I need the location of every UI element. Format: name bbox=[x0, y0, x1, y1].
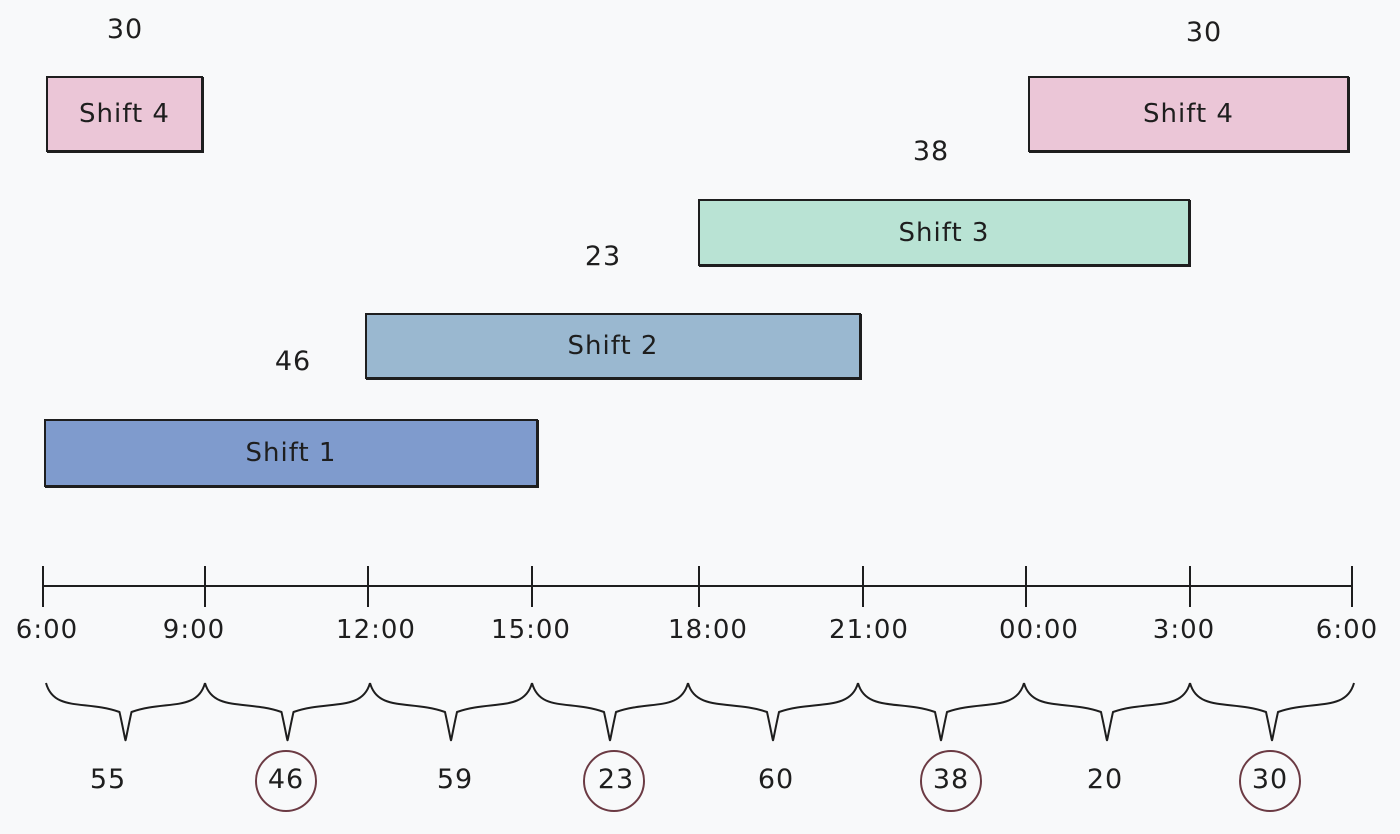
timeline-braces bbox=[45, 682, 1355, 742]
shift-bar-4-morning: Shift 4 bbox=[46, 76, 203, 152]
slot-highlight-circle bbox=[920, 750, 982, 812]
slot-count: 60 bbox=[757, 764, 795, 795]
tick-label: 12:00 bbox=[336, 615, 416, 645]
shift-bar-label: Shift 1 bbox=[245, 438, 337, 468]
shift-bar-label: Shift 4 bbox=[79, 99, 170, 129]
tick-label: 9:00 bbox=[162, 615, 226, 645]
slot-brace bbox=[531, 682, 689, 742]
tick-label: 18:00 bbox=[668, 615, 748, 645]
shift-bar-4-night: Shift 4 bbox=[1028, 76, 1349, 152]
slot-brace bbox=[1023, 682, 1191, 742]
shift-bar-label: Shift 3 bbox=[898, 217, 990, 248]
shift-count-4-night: 30 bbox=[1185, 17, 1223, 48]
shift-bar-1: Shift 1 bbox=[44, 419, 538, 487]
shift-count-1: 46 bbox=[274, 346, 312, 377]
slot-brace bbox=[687, 682, 859, 742]
slot-count: 38 bbox=[932, 764, 970, 795]
shift-count-3: 38 bbox=[912, 136, 950, 167]
slot-count: 23 bbox=[597, 764, 635, 795]
tick-label: 00:00 bbox=[999, 615, 1079, 645]
shift-count-2: 23 bbox=[584, 241, 622, 272]
slot-brace bbox=[857, 682, 1025, 742]
slot-brace bbox=[204, 682, 371, 742]
shift-bar-3: Shift 3 bbox=[698, 199, 1190, 266]
slot-count: 30 bbox=[1251, 764, 1289, 795]
timeline-axis bbox=[42, 566, 1355, 742]
shift-bar-label: Shift 2 bbox=[567, 331, 659, 361]
slot-highlight-circle bbox=[1239, 750, 1301, 812]
tick-label: 3:00 bbox=[1152, 615, 1216, 645]
slot-count: 55 bbox=[89, 764, 127, 795]
tick-label: 21:00 bbox=[829, 615, 909, 645]
slot-brace bbox=[45, 682, 206, 742]
shift-bar-label: Shift 4 bbox=[1143, 99, 1234, 129]
slot-brace bbox=[1189, 682, 1355, 742]
slot-count: 59 bbox=[436, 764, 474, 795]
slot-count: 46 bbox=[267, 764, 305, 795]
slot-highlight-circle bbox=[583, 750, 645, 812]
slot-brace bbox=[369, 682, 533, 742]
tick-label: 6:00 bbox=[15, 615, 79, 645]
shift-count-4-morning: 30 bbox=[106, 14, 144, 45]
tick-label: 15:00 bbox=[491, 615, 571, 645]
timeline-ticks bbox=[42, 566, 1353, 607]
slot-highlight-circle bbox=[255, 750, 317, 812]
slot-count: 20 bbox=[1086, 764, 1124, 795]
shift-bar-2: Shift 2 bbox=[365, 313, 861, 379]
tick-label: 6:00 bbox=[1315, 615, 1379, 645]
